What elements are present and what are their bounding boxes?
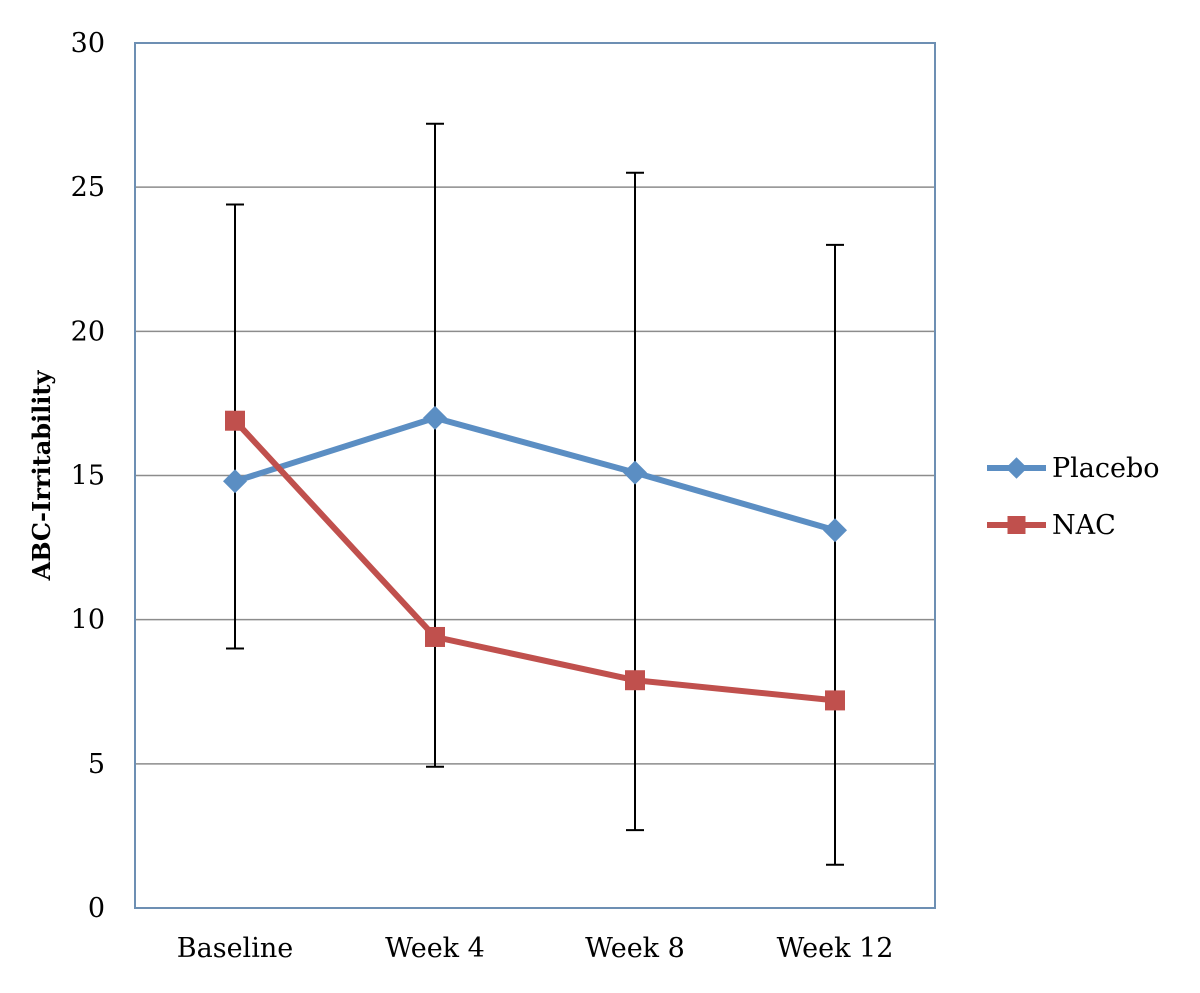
gridlines [135,186,935,765]
error-bar [826,243,844,866]
x-axis-ticks: Baseline Week 4 Week 8 Week 12 [177,933,894,964]
legend-label-placebo: Placebo [1052,453,1160,484]
y-tick-label: 0 [88,893,105,924]
legend-item-nac: NAC [987,510,1116,541]
legend: Placebo NAC [987,453,1160,541]
legend-item-placebo: Placebo [987,453,1160,484]
legend-label-nac: NAC [1052,510,1116,541]
y-tick-label: 15 [71,461,105,492]
series-placebo [223,405,847,543]
data-point-nac [625,670,645,691]
y-axis-ticks: 0 5 10 15 20 25 30 [71,28,105,924]
data-point-nac [225,410,245,431]
y-tick-label: 10 [71,605,105,636]
data-point-nac [425,626,445,647]
y-tick-label: 25 [71,172,105,203]
plot-area-frame [134,42,936,909]
error-bar [426,122,444,768]
data-point-placebo [623,460,647,485]
y-axis-title: ABC-Irritability [27,370,56,582]
x-tick-label: Week 12 [777,933,894,964]
data-point-placebo [423,405,447,430]
series-line-placebo [234,414,836,534]
error-bar [626,171,644,832]
legend-marker-placebo [1005,457,1028,479]
data-point-nac [825,690,845,711]
x-tick-label: Week 8 [585,933,685,964]
x-tick-label: Baseline [177,933,293,964]
series-line-nac [232,418,836,704]
series-lines [223,405,847,711]
data-point-placebo [823,518,847,543]
legend-marker-nac [1007,516,1026,534]
x-tick-label: Week 4 [385,933,485,964]
y-tick-label: 30 [71,28,105,59]
data-point-placebo [223,469,247,494]
y-tick-label: 20 [71,316,105,347]
y-tick-label: 5 [88,749,105,780]
series-nac [225,410,845,711]
